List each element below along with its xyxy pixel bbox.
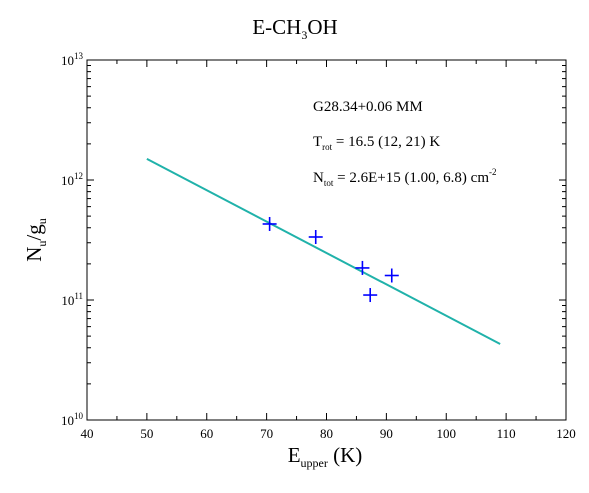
ylabel-pre: N <box>22 247 46 262</box>
title-sub: 3 <box>301 28 307 42</box>
fit-line <box>146 157 501 345</box>
x-tick-label: 110 <box>497 426 516 441</box>
trot-pre: T <box>313 134 322 150</box>
xlabel-post: (K) <box>328 443 362 467</box>
annotation-source: G28.34+0.06 MM <box>313 99 423 115</box>
annotation-trot: Trot = 16.5 (12, 21) K <box>313 134 440 152</box>
ntot-post: = 2.6E+15 (1.00, 6.8) cm <box>333 170 489 186</box>
x-tick-label: 90 <box>380 426 393 441</box>
ylabel-mid: /g <box>22 224 46 241</box>
data-point <box>262 216 277 231</box>
x-tick-label: 120 <box>556 426 576 441</box>
y-tick-labels: 1010 1011 1012 1013 <box>61 51 84 428</box>
trot-post: = 16.5 (12, 21) K <box>332 134 440 150</box>
x-tick-label: 80 <box>320 426 333 441</box>
data-point <box>355 260 370 275</box>
ntot-sub: tot <box>324 178 334 188</box>
x-tick-label: 50 <box>140 426 153 441</box>
data-point <box>384 268 399 283</box>
y-tick-label: 1013 <box>61 51 84 68</box>
y-tick-label: 1011 <box>61 291 83 308</box>
xlabel-pre: E <box>288 443 301 467</box>
ylabel-sub2: u <box>35 218 49 224</box>
x-tick-label: 70 <box>260 426 273 441</box>
x-axis-label: Eupper (K) <box>288 443 363 470</box>
data-point <box>363 288 378 303</box>
ylabel-sub1: u <box>35 241 49 247</box>
y-tick-label: 1010 <box>61 411 84 428</box>
y-axis-label: Nu/gu <box>22 218 49 262</box>
axis-ticks <box>86 59 567 421</box>
xlabel-sub: upper <box>301 456 328 470</box>
x-tick-label: 100 <box>437 426 457 441</box>
data-point <box>308 229 323 244</box>
y-tick-label: 1012 <box>61 171 83 188</box>
ntot-sup: -2 <box>489 167 497 177</box>
data-points <box>262 216 399 303</box>
chart-title: E-CH3OH <box>252 15 337 42</box>
x-tick-label: 40 <box>81 426 94 441</box>
trot-sub: rot <box>322 142 332 152</box>
annotation-ntot: Ntot = 2.6E+15 (1.00, 6.8) cm-2 <box>313 167 497 188</box>
ntot-pre: N <box>313 170 324 186</box>
title-post: OH <box>307 15 337 39</box>
x-tick-labels: 40 50 60 70 80 90 100 110 120 <box>81 426 576 441</box>
x-tick-label: 60 <box>200 426 213 441</box>
title-pre: E-CH <box>252 15 301 39</box>
